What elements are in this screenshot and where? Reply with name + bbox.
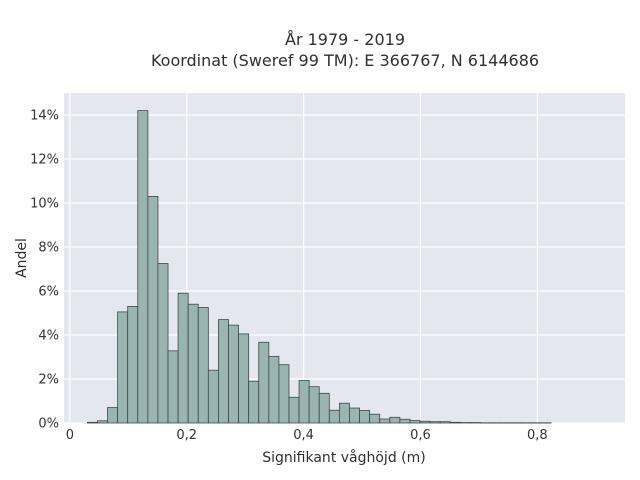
y-axis-ticks: 0% 2% 4% 6% 8% 10% 12% 14% xyxy=(30,109,59,432)
histogram-bar xyxy=(439,421,451,424)
histogram-bar xyxy=(107,407,119,424)
histogram-bar xyxy=(288,396,300,424)
y-tick-label: 10% xyxy=(30,197,59,212)
x-axis-label: Signifikant våghöjd (m) xyxy=(262,449,425,466)
histogram-bar xyxy=(167,350,179,424)
histogram-bar xyxy=(389,416,401,424)
histogram-bar xyxy=(399,418,411,424)
histogram-bar xyxy=(238,333,250,424)
histogram-bar xyxy=(369,413,381,424)
y-tick-label: 6% xyxy=(38,285,59,300)
y-tick-label: 14% xyxy=(30,109,59,124)
histogram-bar xyxy=(449,421,461,424)
x-tick-label: 0,6 xyxy=(410,428,431,443)
histogram-bar xyxy=(308,386,320,424)
histogram-bar xyxy=(258,341,270,424)
y-axis-label: Andel xyxy=(14,238,30,278)
histogram-bar xyxy=(429,421,441,424)
histogram-bar xyxy=(349,407,360,424)
histogram-bar xyxy=(409,420,421,424)
histogram-bar xyxy=(97,420,108,424)
histogram-bar xyxy=(157,263,169,424)
x-tick-label: 0,4 xyxy=(293,428,314,443)
histogram-bar xyxy=(197,307,209,424)
histogram-bars xyxy=(86,110,552,424)
y-tick-label: 0% xyxy=(38,417,59,432)
histogram-bar xyxy=(127,305,139,424)
histogram-bar xyxy=(86,421,98,424)
histogram-bar xyxy=(268,355,280,424)
histogram-bar xyxy=(218,319,229,424)
histogram-bar xyxy=(278,364,290,424)
y-tick-label: 4% xyxy=(38,329,59,344)
histogram-bar xyxy=(359,410,371,424)
histogram-bar xyxy=(137,110,149,424)
histogram-bar xyxy=(298,380,310,424)
histogram-bar xyxy=(328,409,340,424)
histogram-bar xyxy=(177,292,189,424)
x-axis-ticks: 0 0,2 0,4 0,6 0,8 xyxy=(66,428,548,443)
y-tick-label: 2% xyxy=(38,373,59,388)
x-tick-label: 0,8 xyxy=(527,428,548,443)
histogram-bar xyxy=(207,369,219,424)
x-tick-label: 0 xyxy=(66,428,74,443)
chart-title-line2: Koordinat (Sweref 99 TM): E 366767, N 61… xyxy=(151,51,539,70)
histogram-bar xyxy=(379,418,391,424)
histogram-bar xyxy=(419,420,431,424)
histogram-bar xyxy=(338,402,350,424)
histogram-bar xyxy=(228,324,239,424)
histogram-bar xyxy=(248,380,260,424)
histogram-bar xyxy=(147,195,159,424)
y-tick-label: 8% xyxy=(38,241,59,256)
histogram-bar xyxy=(117,311,129,424)
chart-title-line1: År 1979 - 2019 xyxy=(285,30,405,49)
y-tick-label: 12% xyxy=(30,153,59,168)
x-tick-label: 0,2 xyxy=(176,428,197,443)
histogram-bar xyxy=(318,392,330,424)
histogram-bar xyxy=(187,303,199,424)
